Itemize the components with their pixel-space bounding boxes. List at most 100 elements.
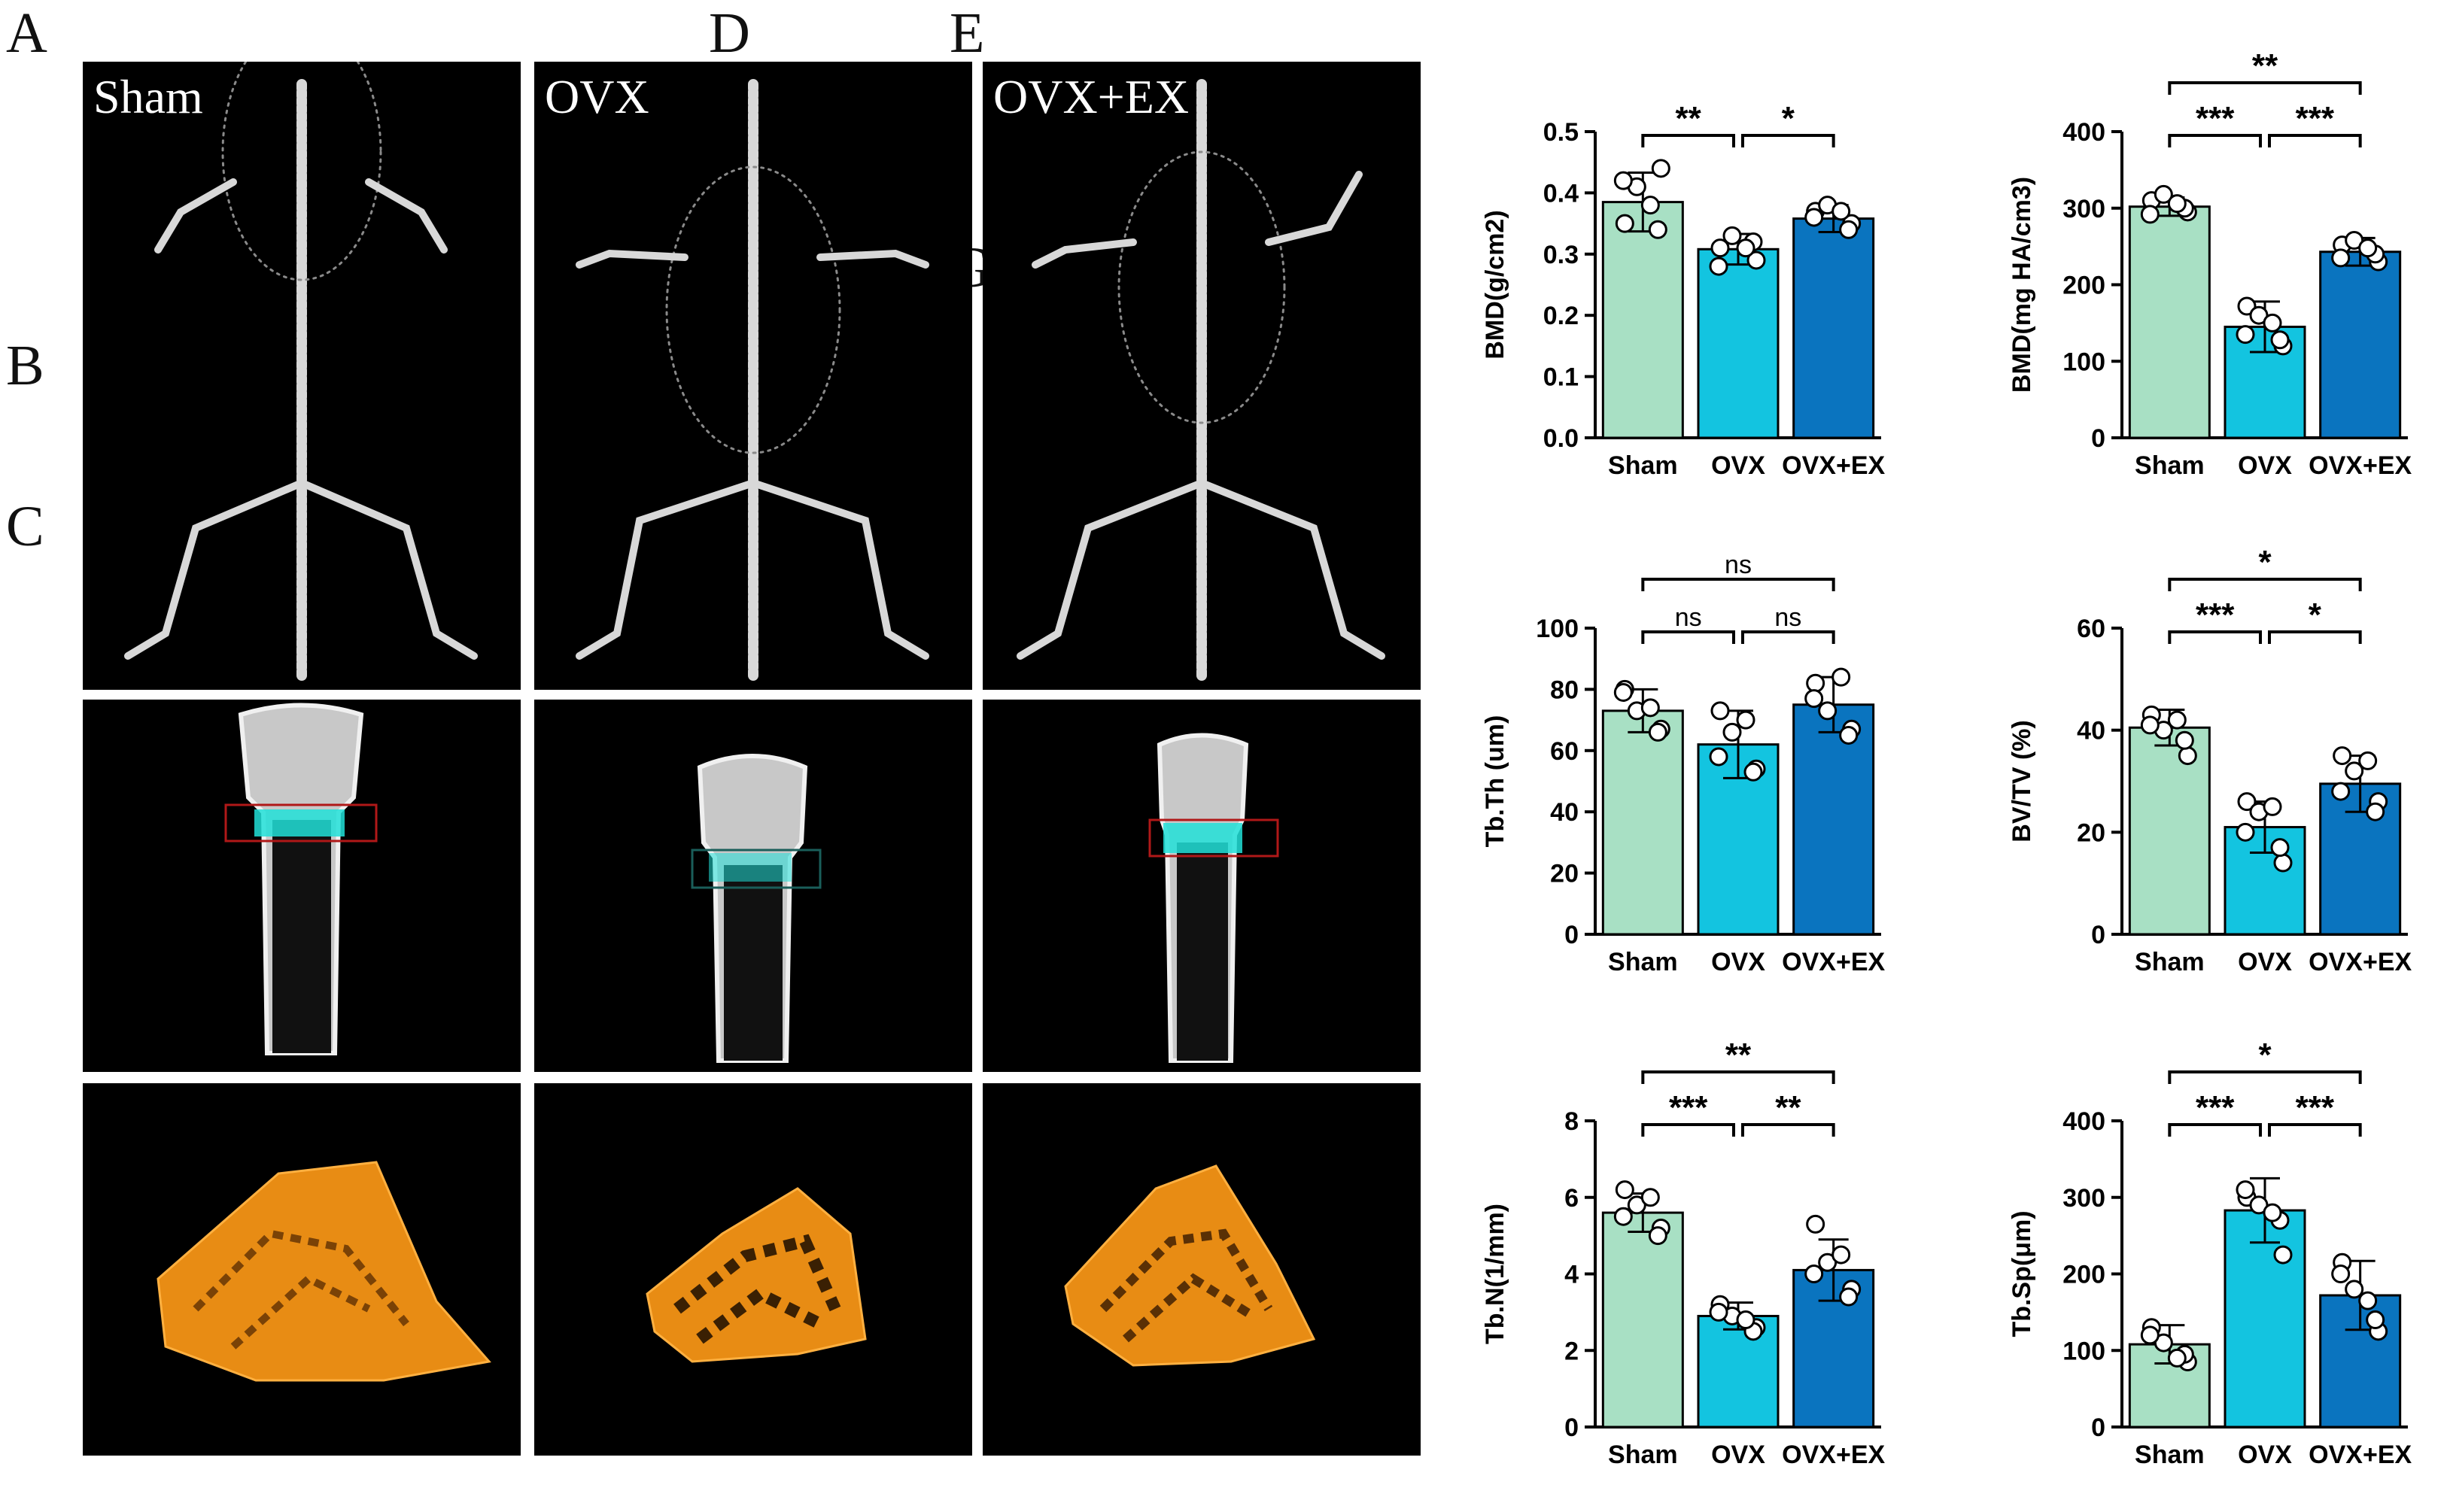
data-point (1818, 701, 1838, 721)
x-tick-label: OVX+EX (2309, 451, 2412, 480)
data-point (2358, 1291, 2378, 1310)
skeleton-illustration (1017, 79, 1385, 684)
data-point (1710, 701, 1730, 721)
data-point (1743, 762, 1763, 782)
data-point (1640, 196, 1660, 215)
data-point (2167, 710, 2187, 730)
data-point (2236, 1180, 2255, 1200)
bar-sham (2128, 205, 2211, 439)
data-point (1709, 257, 1728, 276)
y-tick-label: 60 (1550, 737, 1579, 766)
significance-bracket (1741, 1123, 1835, 1137)
y-tick-label: 300 (2062, 195, 2105, 223)
data-point (2140, 1325, 2160, 1345)
chart-d-svg: 0.0 0.1 0.2 0.3 0.4 0.5 BMD(g/cm2) Sham OVX OVX+E… (1481, 100, 1885, 480)
data-point (2140, 715, 2160, 735)
bar-ovx (1697, 1314, 1780, 1429)
y-tick-label: 60 (2077, 615, 2105, 643)
trabecular-3d-ovxex (983, 1083, 1421, 1456)
femur-ct-ovx (534, 700, 972, 1072)
skeleton-illustration (124, 62, 478, 684)
significance-label: ** (1775, 1089, 1801, 1126)
data-point (2331, 1265, 2351, 1283)
significance-bracket (2168, 134, 2262, 147)
xray-label-ovxex: OVX+EX (993, 70, 1190, 123)
panel-letter-a: A (6, 2, 47, 65)
data-point (2263, 313, 2282, 332)
data-point (2366, 802, 2385, 821)
bar-ovx-ex (1792, 703, 1875, 936)
y-tick-label: 100 (2062, 348, 2105, 376)
femur-illustration (224, 703, 378, 1055)
data-point (1736, 710, 1755, 730)
bar-ovx (2224, 1209, 2306, 1429)
x-tick-label: OVX+EX (1782, 1441, 1885, 1469)
data-point (1831, 667, 1851, 687)
significance-label: * (1782, 100, 1795, 137)
significance-label: ns (1774, 603, 1801, 632)
data-point (1804, 208, 1824, 227)
bar-ovx-ex (2319, 250, 2402, 439)
significance-bracket (2168, 630, 2262, 644)
femur-illustration (691, 754, 822, 1063)
chart-e-svg: 0 100 200 300 400 BMD(mg HA/cm3) Sham OVX OVX+EX… (2008, 47, 2412, 480)
bar-ovx (1697, 247, 1780, 439)
y-tick-label: 0.3 (1543, 241, 1579, 269)
y-tick-label: 4 (1564, 1261, 1579, 1289)
significance-bracket (1741, 630, 1835, 644)
significance-bracket (2168, 1070, 2362, 1084)
y-tick-label: 100 (1536, 615, 1579, 643)
femur-illustration (1148, 733, 1279, 1063)
data-point (1736, 1310, 1755, 1330)
data-point (2154, 184, 2173, 204)
x-tick-label: Sham (1608, 948, 1678, 976)
data-point (2270, 838, 2290, 858)
y-tick-label: 100 (2062, 1337, 2105, 1365)
data-point (1613, 171, 1633, 190)
data-point (1651, 159, 1670, 178)
significance-bracket (1741, 134, 1835, 147)
y-tick-label: 0 (1564, 1413, 1579, 1442)
panel-letter-b: B (6, 334, 44, 397)
data-point (1722, 722, 1742, 742)
x-tick-label: OVX+EX (2309, 1441, 2412, 1469)
y-axis-label: Tb.N(1/mm) (1481, 1204, 1509, 1344)
data-point (1613, 682, 1633, 702)
data-point (1615, 214, 1634, 233)
x-tick-label: Sham (2135, 948, 2205, 976)
significance-label: *** (1669, 1089, 1708, 1126)
data-point (1839, 1287, 1859, 1307)
significance-label: * (2258, 1037, 2272, 1073)
chart-e: 0 100 200 300 400 BMD(mg HA/cm3) Sham OVX OVX+EX… (1986, 45, 2450, 519)
trabecular-3d-sham (83, 1083, 521, 1456)
x-tick-label: Sham (1608, 451, 1678, 480)
data-point (1806, 1214, 1825, 1234)
chart-h: 0 2 4 6 8 Tb.N(1/mm) Sham OVX OVX+EX *** ** ** (1460, 1034, 1926, 1508)
skeleton-illustration (576, 79, 929, 684)
data-point (2345, 761, 2364, 781)
data-point (1615, 1180, 1634, 1200)
panel-letter-c: C (6, 495, 44, 558)
significance-label: ** (1676, 100, 1702, 137)
data-point (1831, 1245, 1851, 1265)
data-point (1831, 202, 1851, 221)
x-tick-label: Sham (2135, 451, 2205, 480)
bar-sham (2128, 726, 2211, 936)
data-point (2270, 330, 2290, 350)
data-point (1640, 698, 1660, 718)
data-point (1710, 238, 1730, 258)
significance-bracket (1641, 134, 1735, 147)
x-tick-label: OVX+EX (2309, 948, 2412, 976)
data-point (1839, 725, 1859, 745)
data-point (2167, 194, 2187, 214)
significance-label: *** (2296, 1089, 2335, 1126)
bar-sham (1601, 709, 1684, 936)
xray-label-sham: Sham (93, 70, 203, 123)
data-point (2237, 792, 2257, 812)
trabecular-3d-illustration (646, 1187, 867, 1363)
y-axis-label: BMD(mg HA/cm3) (2008, 177, 2036, 393)
data-point (1709, 1302, 1728, 1322)
y-axis-label: BV/TV (%) (2008, 720, 2036, 842)
significance-label: *** (2196, 597, 2235, 633)
chart-d: 0.0 0.1 0.2 0.3 0.4 0.5 BMD(g/cm2) Sham OVX OVX+E… (1460, 45, 1926, 519)
